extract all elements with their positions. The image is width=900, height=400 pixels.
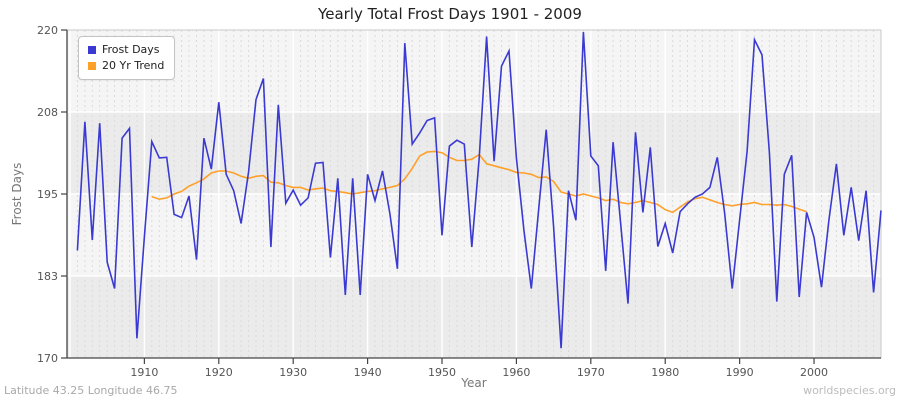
x-tick-label: 1970 bbox=[577, 366, 605, 379]
x-tick-label: 1910 bbox=[130, 366, 158, 379]
frost-days-line bbox=[76, 31, 882, 349]
x-tick-label: 1940 bbox=[354, 366, 382, 379]
y-tick-label: 183 bbox=[37, 270, 58, 283]
footer-coordinates: Latitude 43.25 Longitude 46.75 bbox=[4, 384, 178, 397]
legend-label-frost-days: Frost Days bbox=[102, 43, 160, 56]
footer-site: worldspecies.org bbox=[803, 384, 896, 397]
trend-swatch-icon bbox=[88, 62, 96, 70]
plot-band bbox=[67, 30, 881, 112]
legend: Frost Days 20 Yr Trend bbox=[78, 36, 176, 80]
chart-title: Yearly Total Frost Days 1901 - 2009 bbox=[318, 5, 582, 23]
y-tick-label: 195 bbox=[37, 188, 58, 201]
x-tick-label: 2000 bbox=[800, 366, 828, 379]
y-tick-label: 170 bbox=[37, 352, 58, 365]
legend-label-trend: 20 Yr Trend bbox=[102, 59, 165, 72]
y-tick-label: 220 bbox=[37, 24, 58, 37]
frost-days-swatch-icon bbox=[88, 46, 96, 54]
x-tick-label: 1920 bbox=[205, 366, 233, 379]
y-axis-title: Frost Days bbox=[10, 162, 24, 226]
x-tick-label: 1930 bbox=[279, 366, 307, 379]
plot-band bbox=[67, 194, 881, 276]
x-tick-label: 1950 bbox=[428, 366, 456, 379]
y-tick-label: 208 bbox=[37, 106, 58, 119]
x-tick-label: 1990 bbox=[726, 366, 754, 379]
legend-item-frost-days: Frost Days bbox=[88, 42, 164, 58]
x-axis-title: Year bbox=[461, 376, 487, 390]
legend-item-trend: 20 Yr Trend bbox=[88, 58, 164, 74]
x-tick-label: 1980 bbox=[651, 366, 679, 379]
plot-band bbox=[67, 276, 881, 358]
x-tick-label: 1960 bbox=[502, 366, 530, 379]
